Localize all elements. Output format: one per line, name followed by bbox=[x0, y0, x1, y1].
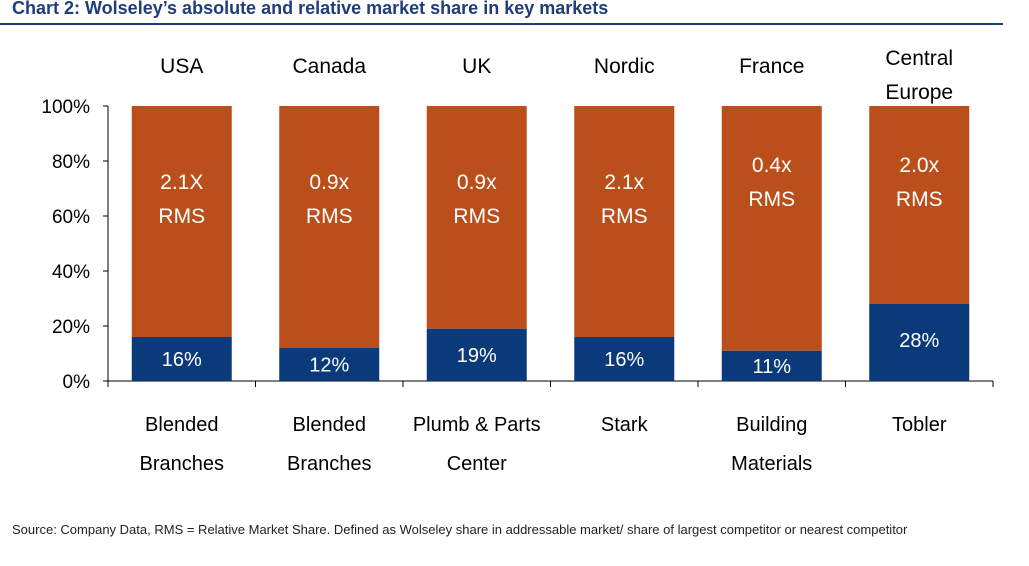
category-label: Branches bbox=[140, 453, 225, 475]
rms-label: 0.9x bbox=[309, 171, 349, 194]
market-label: Nordic bbox=[594, 55, 655, 78]
category-label: Tobler bbox=[892, 414, 947, 436]
category-labels: Blended Branches Blended Branches Plumb & Pa… bbox=[140, 414, 947, 475]
category-label: Blended bbox=[293, 414, 366, 436]
chart-title: Chart 2: Wolseley’s absolute and relativ… bbox=[12, 0, 609, 18]
title-rule bbox=[0, 23, 1003, 25]
category-label: Stark bbox=[601, 414, 649, 436]
rms-label: RMS bbox=[158, 205, 205, 228]
bar-value-label: 12% bbox=[309, 355, 349, 377]
bar-share bbox=[869, 304, 970, 381]
y-tick-label: 100% bbox=[41, 97, 90, 118]
market-label: Canada bbox=[292, 55, 366, 78]
category-label: Materials bbox=[731, 453, 812, 475]
market-labels: USA Canada UK Nordic France Central Europe bbox=[160, 47, 953, 104]
bar-remainder bbox=[721, 106, 822, 351]
rms-label: 2.1x bbox=[604, 171, 644, 194]
bar-value-label: 16% bbox=[604, 349, 644, 371]
stacked-bar-chart: 0%20%40%60%80%100% 16%2.1XRMS12%0.9xRMS1… bbox=[41, 47, 994, 475]
rms-label: RMS bbox=[748, 188, 795, 211]
bar-share bbox=[426, 328, 527, 381]
y-tick-label: 60% bbox=[52, 207, 90, 228]
rms-label: RMS bbox=[601, 205, 648, 228]
category-label: Center bbox=[447, 453, 507, 475]
bar-value-label: 28% bbox=[899, 330, 939, 352]
y-tick-label: 20% bbox=[52, 317, 90, 338]
bars: 16% 2.1X RMS 12% 0.9x RMS 19% 0.9x RMS 16% 2.1x RMS… bbox=[131, 106, 970, 381]
bar-remainder bbox=[869, 106, 970, 304]
rms-label: RMS bbox=[306, 205, 353, 228]
market-label: Europe bbox=[885, 81, 953, 104]
rms-label: 2.1X bbox=[160, 171, 203, 194]
bar-share bbox=[721, 350, 822, 381]
category-label: Blended bbox=[145, 414, 218, 436]
bar-remainder bbox=[426, 106, 527, 329]
bar-remainder bbox=[279, 106, 380, 348]
bar-share bbox=[279, 348, 380, 381]
market-label: UK bbox=[462, 55, 491, 78]
bar-value-label: 19% bbox=[457, 345, 497, 367]
bar-value-label: 16% bbox=[162, 349, 202, 371]
bar-share bbox=[574, 337, 675, 381]
market-label: USA bbox=[160, 55, 203, 78]
bar-remainder bbox=[574, 106, 675, 337]
bar-remainder bbox=[131, 106, 232, 337]
rms-label: 0.4x bbox=[752, 154, 792, 177]
category-label: Building bbox=[736, 414, 807, 436]
rms-label: RMS bbox=[453, 205, 500, 228]
category-label: Plumb & Parts bbox=[413, 414, 541, 436]
x-axis bbox=[107, 380, 994, 387]
market-label: France bbox=[739, 55, 804, 78]
y-tick-label: 0% bbox=[63, 372, 91, 393]
rms-label: 2.0x bbox=[899, 154, 939, 177]
rms-label: 0.9x bbox=[457, 171, 497, 194]
category-label: Branches bbox=[287, 453, 372, 475]
y-axis: 0% 20% 40% 60% 80% 100% bbox=[41, 97, 109, 393]
market-label: Central bbox=[885, 47, 953, 70]
y-tick-label: 80% bbox=[52, 152, 90, 173]
bar-value-label: 11% bbox=[752, 356, 791, 378]
y-tick-label: 40% bbox=[52, 262, 90, 283]
rms-label: RMS bbox=[896, 188, 943, 211]
bar-share bbox=[131, 337, 232, 381]
source-note: Source: Company Data, RMS = Relative Mar… bbox=[12, 522, 908, 537]
